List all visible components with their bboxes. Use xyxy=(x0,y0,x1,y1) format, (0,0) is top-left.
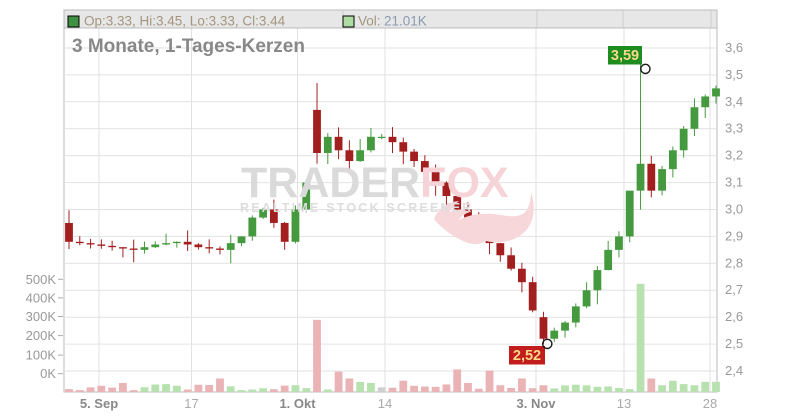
svg-text:3,4: 3,4 xyxy=(725,94,743,109)
svg-text:2,5: 2,5 xyxy=(725,336,743,351)
svg-text:28: 28 xyxy=(703,396,717,411)
svg-text:1. Okt: 1. Okt xyxy=(279,396,316,411)
svg-text:2,4: 2,4 xyxy=(725,363,743,378)
svg-text:500K: 500K xyxy=(26,272,57,287)
svg-text:5. Sep: 5. Sep xyxy=(80,396,118,411)
svg-text:2,6: 2,6 xyxy=(725,309,743,324)
svg-text:Op:3.33, Hi:3.45, Lo:3.33, Cl:: Op:3.33, Hi:3.45, Lo:3.33, Cl:3.44 xyxy=(84,14,286,29)
svg-text:17: 17 xyxy=(184,396,198,411)
svg-text:3. Nov: 3. Nov xyxy=(516,396,556,411)
svg-text:2,9: 2,9 xyxy=(725,228,743,243)
svg-text:21.01K: 21.01K xyxy=(384,14,427,29)
svg-text:2,52: 2,52 xyxy=(513,348,541,364)
svg-text:200K: 200K xyxy=(26,328,57,343)
svg-text:3,2: 3,2 xyxy=(725,148,743,163)
svg-text:14: 14 xyxy=(378,396,392,411)
svg-text:2,7: 2,7 xyxy=(725,282,743,297)
svg-text:TRADERFOX: TRADERFOX xyxy=(241,159,509,207)
svg-text:100K: 100K xyxy=(26,348,57,363)
svg-text:3,59: 3,59 xyxy=(611,48,639,64)
svg-text:3,0: 3,0 xyxy=(725,202,743,217)
svg-text:3,3: 3,3 xyxy=(725,121,743,136)
svg-text:Vol:: Vol: xyxy=(358,14,381,29)
svg-text:3,1: 3,1 xyxy=(725,175,743,190)
svg-text:400K: 400K xyxy=(26,290,57,305)
svg-text:2,8: 2,8 xyxy=(725,255,743,270)
svg-text:3,6: 3,6 xyxy=(725,40,743,55)
svg-text:300K: 300K xyxy=(26,309,57,324)
svg-text:3 Monate, 1-Tages-Kerzen: 3 Monate, 1-Tages-Kerzen xyxy=(72,36,305,57)
svg-text:0K: 0K xyxy=(40,366,56,381)
svg-text:3,5: 3,5 xyxy=(725,67,743,82)
svg-text:REALTIME STOCK SCREENER: REALTIME STOCK SCREENER xyxy=(240,201,474,215)
svg-text:13: 13 xyxy=(617,396,631,411)
